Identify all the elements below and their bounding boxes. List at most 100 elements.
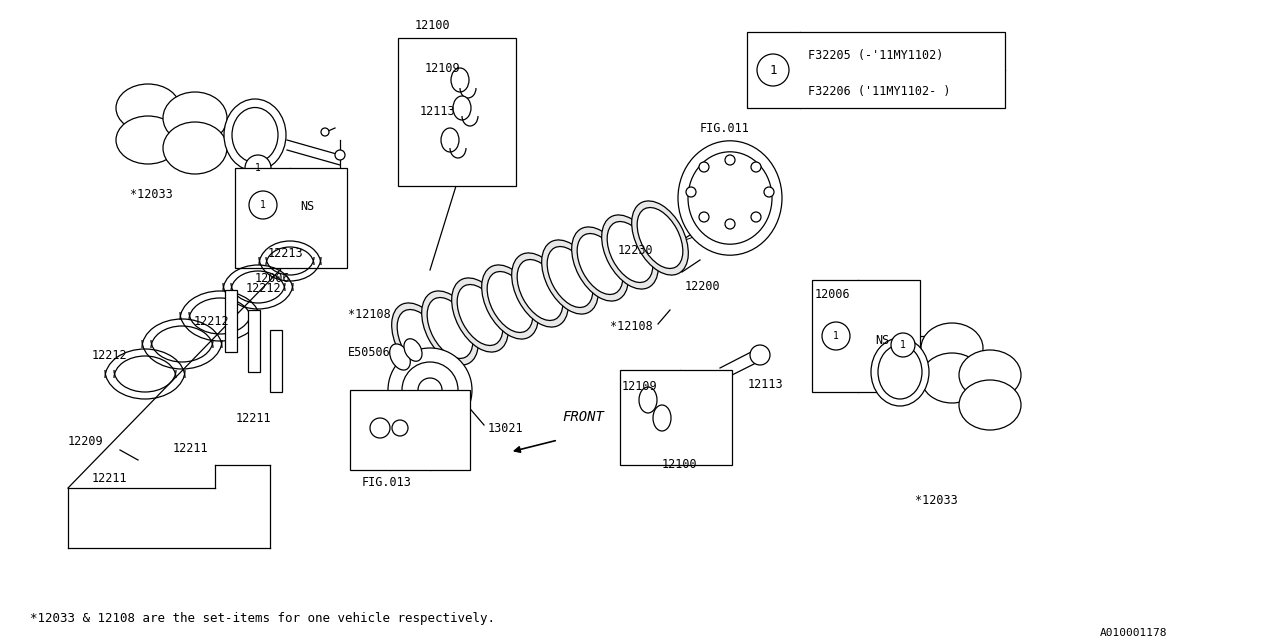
Ellipse shape [481,265,539,339]
Text: *12108: *12108 [348,307,390,321]
Ellipse shape [678,141,782,255]
Text: NS: NS [876,333,890,346]
Ellipse shape [541,240,598,314]
Text: 12109: 12109 [622,380,658,393]
Text: FIG.011: FIG.011 [700,122,750,134]
Ellipse shape [639,387,657,413]
Ellipse shape [637,207,682,268]
Ellipse shape [163,122,227,174]
Ellipse shape [602,215,658,289]
Text: A010001178: A010001178 [1100,628,1167,638]
Bar [812,280,920,392]
Text: 12209: 12209 [68,435,104,448]
Bar [270,330,282,392]
Text: 12212: 12212 [246,282,282,295]
Text: 12100: 12100 [662,458,698,471]
Ellipse shape [959,350,1021,400]
Ellipse shape [547,246,593,307]
Circle shape [751,212,762,222]
Text: 12006: 12006 [255,272,291,285]
Ellipse shape [488,271,532,332]
Text: 12211: 12211 [92,472,128,485]
Bar [349,390,470,470]
Text: *12033 & 12108 are the set-items for one vehicle respectively.: *12033 & 12108 are the set-items for one… [29,612,495,625]
Text: 12113: 12113 [420,105,456,118]
Circle shape [335,150,346,160]
Text: 12211: 12211 [236,412,271,425]
Bar [620,370,732,465]
Ellipse shape [389,344,411,370]
Text: 1: 1 [255,163,261,173]
Ellipse shape [224,99,285,171]
Ellipse shape [116,116,180,164]
Circle shape [250,191,276,219]
Ellipse shape [572,227,628,301]
Ellipse shape [404,339,422,361]
Text: E50506: E50506 [348,346,390,358]
Ellipse shape [457,285,503,346]
Ellipse shape [442,128,460,152]
Ellipse shape [451,68,468,92]
Ellipse shape [922,353,983,403]
Text: 12113: 12113 [748,378,783,390]
Bar [748,32,1005,108]
Text: FIG.013: FIG.013 [362,476,412,489]
Circle shape [724,155,735,165]
Text: 1: 1 [900,340,906,350]
Text: *12033: *12033 [131,188,173,200]
Circle shape [244,155,271,181]
Circle shape [388,348,472,432]
Text: 12211: 12211 [173,442,209,455]
Text: 12212: 12212 [92,349,128,362]
Ellipse shape [878,345,922,399]
Circle shape [822,322,850,350]
Text: 13021: 13021 [488,422,524,435]
Ellipse shape [232,108,278,163]
Text: 12213: 12213 [268,247,303,260]
Circle shape [686,187,696,197]
Ellipse shape [452,278,508,352]
Ellipse shape [632,201,689,275]
Circle shape [751,162,762,172]
Ellipse shape [453,96,471,120]
Bar [398,38,516,186]
Ellipse shape [577,234,623,294]
Ellipse shape [397,310,443,371]
Text: 12006: 12006 [815,288,851,301]
Text: 1: 1 [833,331,838,341]
Ellipse shape [959,380,1021,430]
Ellipse shape [689,152,772,244]
Text: 12109: 12109 [425,62,461,75]
Text: 1: 1 [260,200,266,210]
Text: *12033: *12033 [915,493,957,506]
Circle shape [943,331,954,341]
Circle shape [756,54,788,86]
Ellipse shape [392,303,448,377]
Text: 12200: 12200 [685,280,721,294]
Ellipse shape [517,260,563,321]
Text: F32206 ('11MY1102- ): F32206 ('11MY1102- ) [808,86,951,99]
Circle shape [750,345,771,365]
Circle shape [891,333,915,357]
Circle shape [699,212,709,222]
Circle shape [699,162,709,172]
Ellipse shape [428,298,472,358]
Ellipse shape [163,92,227,144]
Ellipse shape [421,291,479,365]
Text: FRONT: FRONT [562,410,604,424]
Text: 12212: 12212 [195,315,229,328]
Text: NS: NS [300,200,315,214]
Circle shape [392,420,408,436]
Bar [248,310,260,372]
Ellipse shape [653,405,671,431]
Ellipse shape [116,84,180,132]
Circle shape [370,418,390,438]
Circle shape [321,128,329,136]
Circle shape [764,187,774,197]
Bar [236,168,347,268]
Ellipse shape [922,323,983,373]
Text: 1: 1 [769,63,777,77]
Circle shape [402,362,458,418]
Circle shape [724,219,735,229]
Ellipse shape [512,253,568,327]
